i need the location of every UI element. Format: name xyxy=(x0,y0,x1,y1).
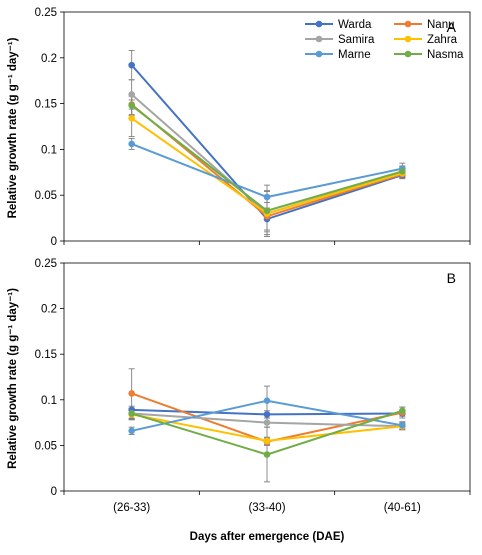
panel-a-ytick-label: 0.05 xyxy=(35,190,57,202)
panel-b-series-samira-point xyxy=(263,419,271,426)
panel-b-plot-frame xyxy=(63,262,471,492)
panel-b-series-zahra-point xyxy=(263,437,271,445)
legend-zahra-label: Zahra xyxy=(427,34,458,46)
panel-b-ytick-label: 0.05 xyxy=(35,440,57,452)
panel-b-series-warda-point xyxy=(263,411,271,418)
panel-b-series-nasma-point xyxy=(263,451,271,458)
panel-a-plot-frame xyxy=(63,11,471,242)
legend-samira-label: Samira xyxy=(338,34,375,46)
legend-nasma-swatch-marker xyxy=(404,50,412,58)
panel-a-series-marne-point xyxy=(128,140,135,148)
panel-a-label: A xyxy=(447,19,457,35)
panel-a-series-nasma-point xyxy=(399,168,406,175)
panel-b-series-nasma-point xyxy=(399,407,406,415)
panel-b-series-nanu-point xyxy=(128,390,135,397)
panel-a-ytick-label: 0 xyxy=(51,236,57,248)
panel-b-xtick-label: (33-40) xyxy=(248,502,285,514)
panel-b-ytick-label: 0 xyxy=(51,486,57,498)
panel-b-ytick-label: 0.2 xyxy=(41,304,57,316)
legend-marne-swatch-marker xyxy=(315,50,323,58)
panel-a-series-nasma-point xyxy=(128,102,135,109)
panel-b-xlabel: Days after emergence (DAE) xyxy=(190,531,345,543)
panel-b-ytick-label: 0.1 xyxy=(41,395,57,407)
panel-a-ylabel: Relative growth rate (g g⁻¹ day⁻¹) xyxy=(7,37,19,218)
panel-b-series-marne-point xyxy=(263,397,271,405)
legend-nasma-label: Nasma xyxy=(427,49,464,61)
legend-marne-label: Marne xyxy=(338,49,371,61)
panel-a-series-samira-point xyxy=(128,91,135,98)
legend-warda-swatch-marker xyxy=(315,20,323,28)
legend-samira-swatch-marker xyxy=(315,35,323,43)
panel-b-ytick-label: 0.25 xyxy=(35,258,57,270)
legend-nanu-swatch-marker xyxy=(404,20,412,28)
panel-a-ytick-label: 0.2 xyxy=(41,53,57,65)
panel-b-ytick-label: 0.15 xyxy=(35,349,57,361)
panel-a-series-marne-point xyxy=(263,193,271,201)
panel-b-xtick-label: (40-61) xyxy=(384,502,421,514)
legend-warda-label: Warda xyxy=(338,19,372,31)
panel-b-xtick-label: (26-33) xyxy=(113,502,150,514)
panel-b-series-marne-point xyxy=(399,422,406,429)
legend-nanu-label: Nanu xyxy=(427,19,455,31)
panel-a-series-zahra-point xyxy=(128,114,135,122)
legend-zahra-swatch-marker xyxy=(404,35,412,43)
panel-a-ytick-label: 0.25 xyxy=(35,7,57,19)
panel-a-ytick-label: 0.15 xyxy=(35,99,57,111)
panel-b-label: B xyxy=(447,270,456,286)
panel-a-series-nasma-point xyxy=(263,207,271,215)
panel-a-ytick-label: 0.1 xyxy=(41,144,57,156)
panel-b-ylabel: Relative growth rate (g g⁻¹ day⁻¹) xyxy=(7,288,19,469)
panel-b-series-marne-point xyxy=(128,427,135,435)
panel-b-series-nasma-point xyxy=(128,410,135,417)
panel-a-series-warda-point xyxy=(128,61,135,69)
